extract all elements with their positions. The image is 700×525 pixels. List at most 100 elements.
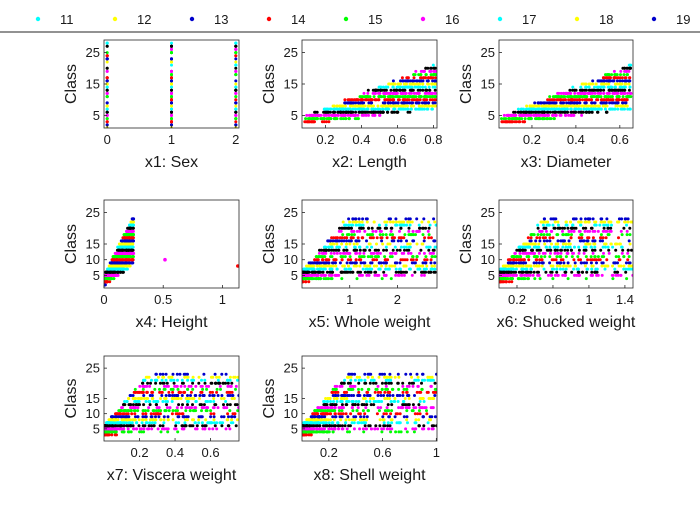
data-point (562, 95, 566, 99)
data-point (605, 258, 609, 262)
y-tick-label: 25 (481, 205, 495, 220)
data-point (415, 82, 419, 86)
data-point (559, 251, 563, 255)
data-point (512, 273, 516, 277)
data-point (433, 270, 437, 274)
data-point (613, 91, 616, 95)
data-point (428, 223, 432, 227)
data-point (360, 104, 364, 108)
data-point (582, 248, 586, 252)
data-point (431, 79, 435, 83)
data-point (400, 104, 404, 108)
data-point (340, 277, 344, 281)
data-point (581, 270, 584, 274)
data-point (570, 255, 574, 259)
data-point (525, 273, 528, 277)
data-point (367, 273, 371, 277)
data-point (370, 107, 374, 111)
data-point (399, 107, 403, 111)
data-point (410, 273, 414, 277)
data-point (349, 101, 353, 105)
data-point (578, 229, 582, 233)
data-point (535, 245, 539, 249)
data-point (543, 242, 547, 246)
data-point (535, 104, 539, 108)
data-point (322, 120, 326, 124)
data-point (587, 98, 591, 102)
data-point (593, 101, 597, 105)
data-point (604, 101, 607, 105)
data-point (592, 242, 596, 246)
data-point (364, 113, 368, 117)
data-point (316, 258, 320, 262)
data-point (589, 273, 593, 277)
data-point (421, 242, 425, 246)
data-point (524, 270, 528, 274)
data-point (609, 220, 613, 224)
data-point (417, 223, 421, 227)
data-point (526, 236, 530, 240)
data-point (327, 273, 331, 277)
data-point (404, 217, 408, 221)
data-point (340, 239, 344, 243)
data-point (556, 242, 560, 246)
data-point (559, 113, 563, 117)
data-point (305, 273, 309, 277)
data-point (429, 236, 433, 240)
data-point (631, 273, 633, 277)
outlier-point (236, 264, 239, 268)
data-point (584, 220, 588, 224)
x-axis-label: x2: Length (332, 154, 407, 171)
data-point (537, 242, 541, 246)
data-point (407, 217, 411, 221)
data-point (384, 273, 388, 277)
data-point (607, 248, 611, 252)
data-point (623, 91, 627, 95)
data-point (505, 113, 509, 117)
data-point (591, 248, 594, 252)
data-point (234, 66, 238, 70)
data-point (387, 217, 391, 221)
data-point (569, 91, 573, 95)
data-point (321, 258, 325, 262)
data-point (373, 113, 377, 117)
data-point (613, 76, 617, 80)
data-point (360, 110, 364, 114)
data-point (170, 101, 173, 105)
data-point (330, 267, 334, 271)
data-point (550, 242, 553, 246)
data-point (566, 248, 570, 252)
data-point (327, 261, 331, 265)
data-point (372, 95, 376, 99)
data-point (535, 261, 538, 265)
data-point (605, 82, 609, 86)
y-tick-label: 5 (291, 268, 298, 283)
data-point (392, 88, 396, 92)
data-point (144, 400, 148, 403)
data-point (424, 255, 428, 259)
data-point (116, 270, 120, 274)
data-point (540, 104, 544, 108)
data-point (350, 233, 354, 237)
data-point (589, 82, 592, 86)
data-point (322, 264, 326, 268)
point-cloud (105, 41, 238, 128)
data-point (587, 217, 591, 221)
data-point (536, 233, 540, 237)
data-point (338, 110, 342, 114)
data-point (349, 239, 353, 243)
data-point (614, 82, 618, 86)
data-point (335, 242, 339, 246)
data-point (378, 113, 382, 117)
data-point (548, 261, 552, 265)
data-point (434, 104, 437, 108)
data-point (605, 73, 609, 77)
data-point (626, 251, 630, 255)
data-point (622, 88, 626, 92)
y-tick-label: 5 (488, 108, 495, 123)
data-point (417, 73, 421, 77)
data-point (532, 233, 536, 237)
data-point (501, 264, 505, 268)
